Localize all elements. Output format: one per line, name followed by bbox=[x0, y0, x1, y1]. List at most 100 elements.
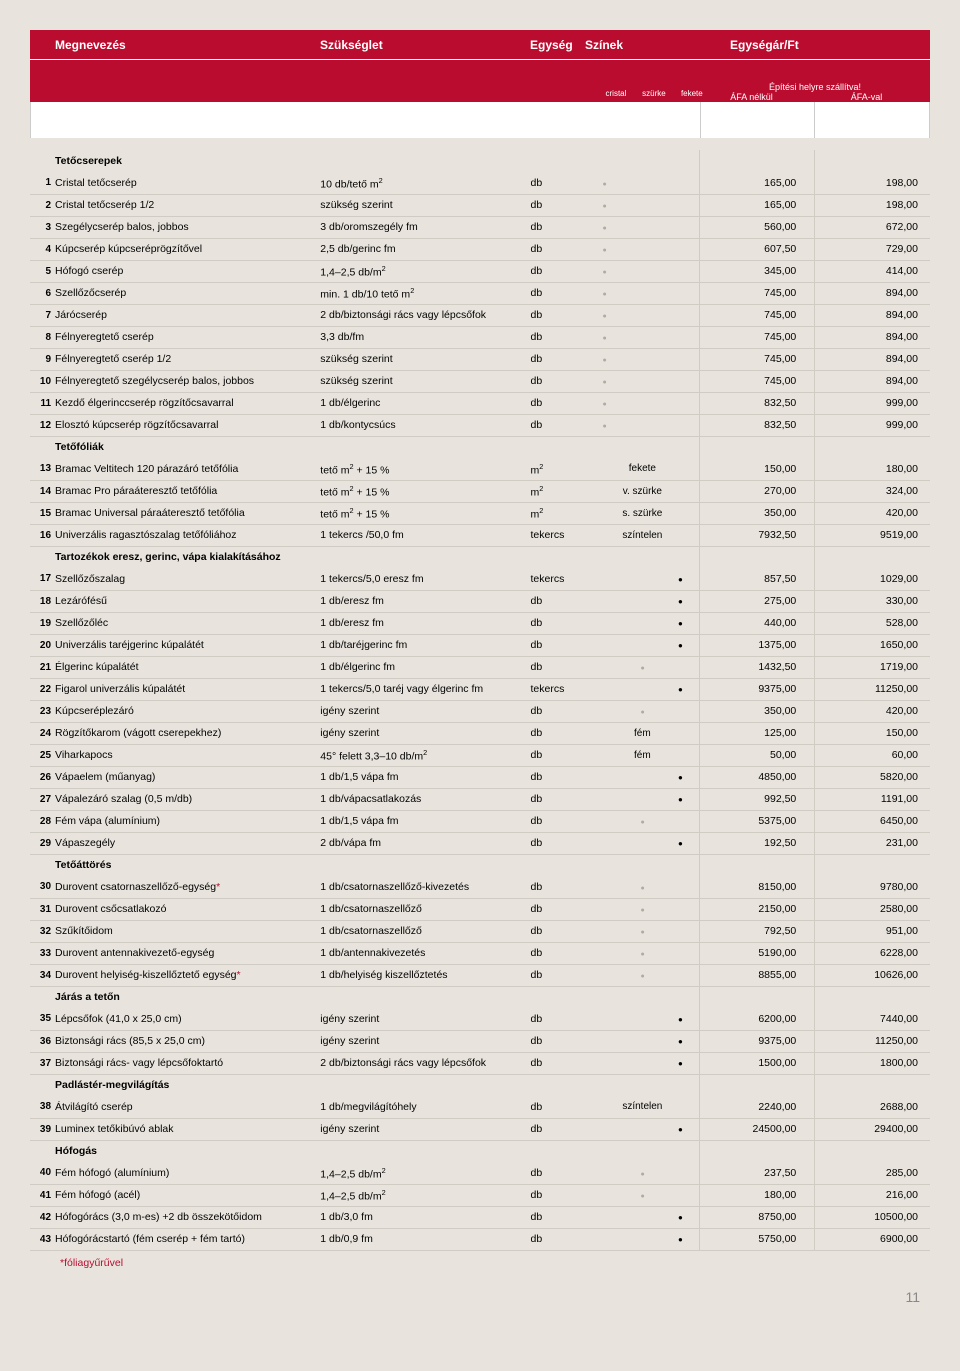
row-unit: db bbox=[531, 304, 586, 326]
table-row: 38Átvilágító cserép1 db/megvilágítóhelyd… bbox=[30, 1096, 930, 1118]
color-dot bbox=[678, 617, 683, 629]
row-num: 6 bbox=[30, 282, 55, 304]
section-title: Járás a tetőn bbox=[55, 986, 320, 1008]
row-price-incl: 1650,00 bbox=[815, 634, 930, 656]
table-row: 2Cristal tetőcserép 1/2szükség szerintdb… bbox=[30, 194, 930, 216]
row-unit: db bbox=[531, 744, 586, 766]
row-req: 1 db/csatornaszellőző bbox=[320, 898, 530, 920]
color-dot bbox=[602, 353, 606, 365]
table-row: 10Félnyeregtető szegélycserép balos, job… bbox=[30, 370, 930, 392]
table-row: 33Durovent antennakivezető-egység1 db/an… bbox=[30, 942, 930, 964]
table-row: 40Fém hófogó (alumínium)1,4–2,5 db/m2db2… bbox=[30, 1162, 930, 1184]
table-row: 19Szellőzőléc1 db/eresz fmdb440,00528,00 bbox=[30, 612, 930, 634]
row-price-incl: 198,00 bbox=[815, 172, 930, 194]
section-title: Tetőcserepek bbox=[55, 150, 320, 172]
section-row: Tartozékok eresz, gerinc, vápa kialakítá… bbox=[30, 546, 930, 568]
row-price-excl: 5190,00 bbox=[700, 942, 815, 964]
row-price-excl: 2150,00 bbox=[700, 898, 815, 920]
row-name: Élgerinc kúpalátét bbox=[55, 656, 320, 678]
row-price-incl: 180,00 bbox=[815, 458, 930, 480]
row-num: 34 bbox=[30, 964, 55, 986]
row-price-incl: 1800,00 bbox=[815, 1052, 930, 1074]
row-unit: db bbox=[531, 1030, 586, 1052]
color-dot bbox=[602, 375, 606, 387]
table-row: 9Félnyeregtető cserép 1/2szükség szerint… bbox=[30, 348, 930, 370]
row-name: Kúpcseréplezáró bbox=[55, 700, 320, 722]
color-label-1: cristal bbox=[606, 89, 627, 98]
row-price-excl: 4850,00 bbox=[700, 766, 815, 788]
row-unit: db bbox=[531, 656, 586, 678]
row-req: min. 1 db/10 tető m2 bbox=[320, 282, 530, 304]
row-price-excl: 9375,00 bbox=[700, 678, 815, 700]
row-price-excl: 792,50 bbox=[700, 920, 815, 942]
row-num: 37 bbox=[30, 1052, 55, 1074]
table-row: 25Viharkapocs45° felett 3,3–10 db/m2dbfé… bbox=[30, 744, 930, 766]
row-unit: db bbox=[531, 590, 586, 612]
table-header: Megnevezés Szükséglet Egység Színek Egys… bbox=[30, 30, 930, 60]
table-row: 32Szűkítőidom1 db/csatornaszellőződb792,… bbox=[30, 920, 930, 942]
row-unit: db bbox=[531, 194, 586, 216]
row-unit: db bbox=[531, 1118, 586, 1140]
row-price-incl: 231,00 bbox=[815, 832, 930, 854]
row-price-incl: 1719,00 bbox=[815, 656, 930, 678]
row-num: 1 bbox=[30, 172, 55, 194]
row-num: 3 bbox=[30, 216, 55, 238]
row-num: 32 bbox=[30, 920, 55, 942]
row-name: Luminex tetőkibúvó ablak bbox=[55, 1118, 320, 1140]
row-price-excl: 745,00 bbox=[700, 370, 815, 392]
row-price-incl: 2688,00 bbox=[815, 1096, 930, 1118]
row-unit: db bbox=[531, 1052, 586, 1074]
row-name: Hófogórácstartó (fém cserép + fém tartó) bbox=[55, 1228, 320, 1250]
table-row: 8Félnyeregtető cserép3,3 db/fmdb745,0089… bbox=[30, 326, 930, 348]
section-row: Járás a tetőn bbox=[30, 986, 930, 1008]
row-num: 38 bbox=[30, 1096, 55, 1118]
row-num: 40 bbox=[30, 1162, 55, 1184]
row-unit: tekercs bbox=[531, 568, 586, 590]
row-name: Durovent csőcsatlakozó bbox=[55, 898, 320, 920]
row-unit: db bbox=[531, 700, 586, 722]
row-req: 1 db/1,5 vápa fm bbox=[320, 766, 530, 788]
row-price-incl: 6450,00 bbox=[815, 810, 930, 832]
color-dot bbox=[678, 1035, 683, 1047]
row-unit: m2 bbox=[531, 502, 586, 524]
section-row: Tetőfóliák bbox=[30, 436, 930, 458]
row-req: 1,4–2,5 db/m2 bbox=[320, 1162, 530, 1184]
color-dot bbox=[678, 1057, 683, 1069]
row-req: 2 db/biztonsági rács vagy lépcsőfok bbox=[320, 304, 530, 326]
row-num: 5 bbox=[30, 260, 55, 282]
row-price-excl: 7932,50 bbox=[700, 524, 815, 546]
row-name: Félnyeregtető szegélycserép balos, jobbo… bbox=[55, 370, 320, 392]
row-price-excl: 745,00 bbox=[700, 282, 815, 304]
row-price-incl: 6900,00 bbox=[815, 1228, 930, 1250]
row-name: Durovent helyiség-kiszellőztető egység* bbox=[55, 964, 320, 986]
color-dot bbox=[640, 705, 644, 717]
color-dot bbox=[602, 177, 606, 189]
table-row: 28Fém vápa (alumínium)1 db/1,5 vápa fmdb… bbox=[30, 810, 930, 832]
row-unit: db bbox=[531, 766, 586, 788]
table-row: 31Durovent csőcsatlakozó1 db/csatornasze… bbox=[30, 898, 930, 920]
row-unit: db bbox=[531, 1228, 586, 1250]
table-row: 23Kúpcseréplezáróigény szerintdb350,0042… bbox=[30, 700, 930, 722]
row-price-incl: 10500,00 bbox=[815, 1206, 930, 1228]
row-name: Kezdő élgerinccserép rögzítőcsavarral bbox=[55, 392, 320, 414]
row-unit: db bbox=[531, 260, 586, 282]
row-price-incl: 9780,00 bbox=[815, 876, 930, 898]
row-name: Cristal tetőcserép 1/2 bbox=[55, 194, 320, 216]
color-dot bbox=[640, 903, 644, 915]
color-dot bbox=[640, 661, 644, 673]
row-price-incl: 2580,00 bbox=[815, 898, 930, 920]
table-row: 11Kezdő élgerinccserép rögzítőcsavarral1… bbox=[30, 392, 930, 414]
table-row: 39Luminex tetőkibúvó ablakigény szerintd… bbox=[30, 1118, 930, 1140]
row-name: Univerzális ragasztószalag tetőfóliához bbox=[55, 524, 320, 546]
row-name: Rögzítőkarom (vágott cserepekhez) bbox=[55, 722, 320, 744]
color-dot bbox=[678, 639, 683, 651]
row-price-incl: 330,00 bbox=[815, 590, 930, 612]
row-price-excl: 5375,00 bbox=[700, 810, 815, 832]
row-name: Szűkítőidom bbox=[55, 920, 320, 942]
row-unit: db bbox=[531, 392, 586, 414]
row-price-incl: 528,00 bbox=[815, 612, 930, 634]
row-req: 1 db/csatornaszellőző bbox=[320, 920, 530, 942]
table-row: 27Vápalezáró szalag (0,5 m/db)1 db/vápac… bbox=[30, 788, 930, 810]
row-unit: db bbox=[531, 810, 586, 832]
section-row: Padlástér-megvilágítás bbox=[30, 1074, 930, 1096]
